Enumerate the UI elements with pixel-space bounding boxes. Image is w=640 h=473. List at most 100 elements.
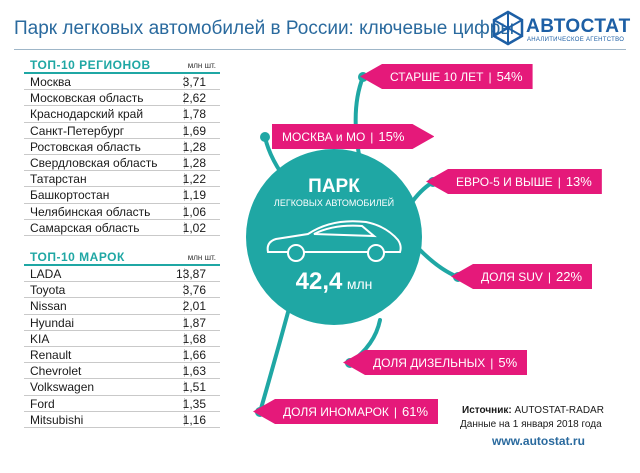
tag-dot [260, 132, 270, 142]
row-name: Toyota [30, 283, 66, 298]
row-value: 1,02 [182, 220, 206, 235]
row-name: Татарстан [30, 172, 87, 187]
row-separator [184, 140, 185, 153]
row-separator [184, 365, 185, 378]
row-name: Самарская область [30, 220, 140, 235]
row-separator [184, 316, 185, 329]
row-name: Hyundai [30, 315, 75, 330]
row-value: 1,22 [182, 172, 206, 187]
center-value: 42,4 млн [246, 268, 422, 296]
brands-unit: млн шт. [187, 253, 216, 262]
table-row: Башкортостан 1,19 [24, 187, 220, 204]
center-value-number: 42,4 [295, 268, 343, 295]
row-name: Московская область [30, 91, 144, 106]
table-row: Санкт-Петербург 1,69 [24, 123, 220, 139]
tag-moscow-region: МОСКВА и МО | 15% [272, 124, 434, 149]
row-name: Башкортостан [30, 188, 110, 203]
row-separator [184, 268, 185, 280]
table-row: Volkswagen 1,51 [24, 379, 220, 396]
row-value: 1,06 [182, 204, 206, 219]
table-row: Краснодарский край 1,78 [24, 106, 220, 123]
row-name: KIA [30, 331, 50, 346]
row-value: 2,01 [182, 299, 206, 314]
table-row: Татарстан 1,22 [24, 171, 220, 188]
row-name: Москва [30, 75, 71, 89]
row-value: 3,76 [182, 283, 206, 298]
logo-subtitle: АНАЛИТИЧЕСКОЕ АГЕНТСТВО [527, 37, 625, 43]
row-value: 1,28 [182, 139, 206, 154]
row-value: 1,28 [182, 155, 206, 170]
row-value: 1,16 [182, 412, 206, 427]
row-name: Санкт-Петербург [30, 123, 125, 138]
row-separator [184, 76, 185, 88]
row-value: 13,87 [175, 267, 206, 281]
tag-suv-share: ДОЛЯ SUV | 22% [451, 264, 593, 289]
table-row: LADA 13,87 [24, 266, 220, 283]
tag-euro5: ЕВРО-5 И ВЫШЕ | 13% [426, 169, 602, 194]
row-value: 1,87 [182, 315, 206, 330]
center-subtitle: ЛЕГКОВЫХ АВТОМОБИЛЕЙ [273, 198, 395, 208]
table-row: Toyota 3,76 [24, 282, 220, 299]
row-value: 1,35 [182, 396, 206, 411]
regions-table: ТОП-10 РЕГИОНОВ млн шт. Москва 3,71 Москов… [24, 58, 220, 236]
tag-older-10-years: СТАРШЕ 10 ЛЕТ | 54% [360, 64, 533, 89]
row-separator [184, 284, 185, 297]
row-name: Chevrolet [30, 364, 82, 379]
data-date: Данные на 1 января 2018 года [460, 419, 602, 430]
regions-header: ТОП-10 РЕГИОНОВ млн шт. [24, 58, 220, 74]
tag-foreign-share: ДОЛЯ ИНОМАРОК | 61% [253, 399, 439, 424]
regions-title: ТОП-10 РЕГИОНОВ [30, 58, 151, 72]
center-value-unit: млн [346, 276, 373, 292]
row-separator [184, 413, 185, 426]
row-separator [184, 205, 185, 218]
table-row: Московская область 2,62 [24, 90, 220, 107]
table-row: KIA 1,68 [24, 331, 220, 347]
table-row: Renault 1,66 [24, 347, 220, 364]
brands-table: ТОП-10 МАРОК млн шт. LADA 13,87 Toyota 3,76… [24, 250, 220, 428]
regions-unit: млн шт. [187, 61, 216, 70]
row-value: 1,68 [182, 331, 206, 346]
source-label: Источник: [462, 405, 512, 416]
table-row: Nissan 2,01 [24, 298, 220, 315]
row-value: 1,51 [182, 380, 206, 395]
row-name: Renault [30, 347, 72, 362]
row-separator [184, 300, 185, 313]
table-row: Москва 3,71 [24, 74, 220, 91]
row-name: LADA [30, 267, 62, 281]
source-line: Источник: AUTOSTAT-RADAR [462, 405, 604, 416]
row-separator [184, 332, 185, 345]
row-separator [184, 221, 185, 234]
row-separator [184, 348, 185, 361]
source-value: AUTOSTAT-RADAR [514, 405, 604, 416]
title-divider [14, 49, 626, 50]
row-separator [184, 381, 185, 394]
hexagon-logo-icon [492, 10, 524, 46]
row-name: Свердловская область [30, 155, 158, 170]
row-separator [184, 397, 185, 410]
row-name: Ростовская область [30, 139, 141, 154]
site-url[interactable]: www.autostat.ru [492, 434, 585, 448]
brands-title: ТОП-10 МАРОК [30, 250, 125, 264]
table-row: Hyundai 1,87 [24, 315, 220, 331]
brands-header: ТОП-10 МАРОК млн шт. [24, 250, 220, 266]
tag-diesel-share: ДОЛЯ ДИЗЕЛЬНЫХ | 5% [343, 350, 528, 375]
row-separator [184, 124, 185, 137]
row-name: Краснодарский край [30, 107, 144, 122]
logo-name: АВТОСТАТ [526, 16, 631, 37]
row-separator [184, 189, 185, 202]
center-title: ПАРК [308, 176, 360, 197]
row-value: 1,19 [182, 188, 206, 203]
row-value: 1,69 [182, 123, 206, 138]
table-row: Chevrolet 1,63 [24, 363, 220, 380]
row-name: Mitsubishi [30, 412, 84, 427]
regions-rows: Москва 3,71 Московская область 2,62 Краснода… [24, 74, 220, 236]
row-separator [184, 156, 185, 169]
row-separator [184, 108, 185, 121]
table-row: Ростовская область 1,28 [24, 139, 220, 155]
row-value: 3,71 [182, 75, 206, 89]
row-name: Челябинская область [30, 204, 151, 219]
row-separator [184, 92, 185, 105]
table-row: Челябинская область 1,06 [24, 204, 220, 220]
page-title: Парк легковых автомобилей в России: ключ… [14, 18, 514, 39]
row-value: 1,78 [182, 107, 206, 122]
